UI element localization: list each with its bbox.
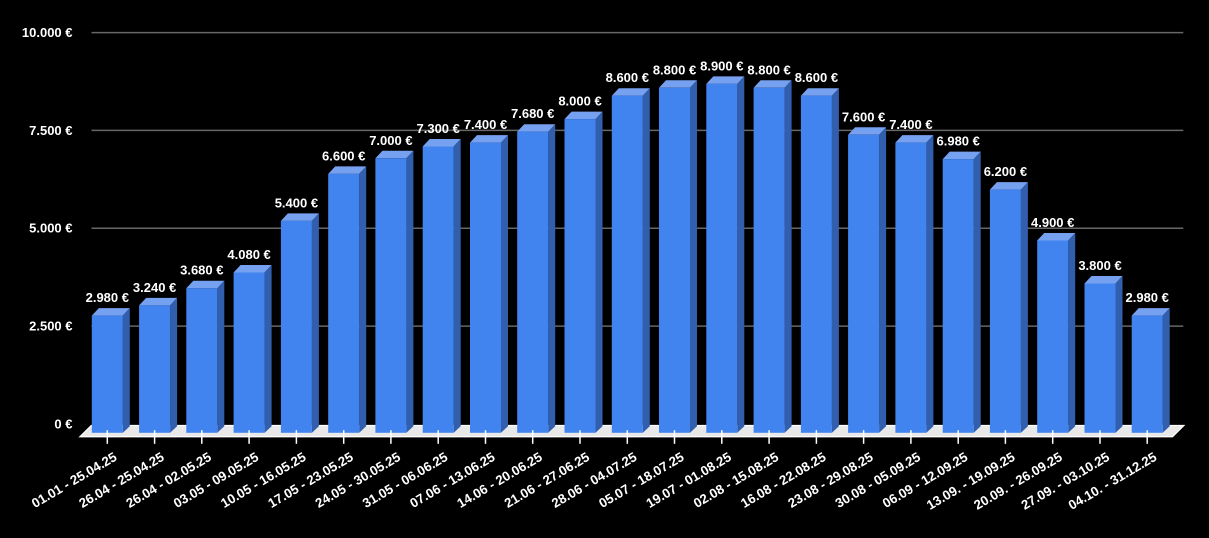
svg-text:7.000 €: 7.000 € — [369, 133, 412, 148]
svg-text:3.240 €: 3.240 € — [133, 280, 176, 295]
svg-text:2.980 €: 2.980 € — [1126, 290, 1169, 305]
svg-text:8.800 €: 8.800 € — [747, 62, 790, 77]
svg-text:8.800 €: 8.800 € — [653, 62, 696, 77]
svg-text:3.800 €: 3.800 € — [1078, 258, 1121, 273]
svg-text:2.980 €: 2.980 € — [86, 290, 129, 305]
svg-text:8.900 €: 8.900 € — [700, 58, 743, 73]
svg-text:8.600 €: 8.600 € — [606, 70, 649, 85]
svg-text:7.600 €: 7.600 € — [842, 109, 885, 124]
svg-text:7.300 €: 7.300 € — [417, 121, 460, 136]
svg-text:2.500 €: 2.500 € — [29, 319, 72, 334]
svg-text:7.680 €: 7.680 € — [511, 106, 554, 121]
svg-text:6.980 €: 6.980 € — [937, 134, 980, 149]
svg-text:3.680 €: 3.680 € — [180, 263, 223, 278]
svg-text:8.000 €: 8.000 € — [558, 94, 601, 109]
svg-text:5.400 €: 5.400 € — [275, 195, 318, 210]
svg-text:8.600 €: 8.600 € — [795, 70, 838, 85]
svg-text:10.000 €: 10.000 € — [22, 25, 73, 40]
svg-text:7.400 €: 7.400 € — [464, 117, 507, 132]
svg-text:7.400 €: 7.400 € — [889, 117, 932, 132]
svg-text:7.500 €: 7.500 € — [29, 123, 72, 138]
svg-text:4.900 €: 4.900 € — [1031, 215, 1074, 230]
svg-text:5.000 €: 5.000 € — [29, 221, 72, 236]
svg-text:4.080 €: 4.080 € — [227, 247, 270, 262]
svg-text:0 €: 0 € — [54, 416, 72, 431]
svg-text:6.600 €: 6.600 € — [322, 148, 365, 163]
svg-text:6.200 €: 6.200 € — [984, 164, 1027, 179]
